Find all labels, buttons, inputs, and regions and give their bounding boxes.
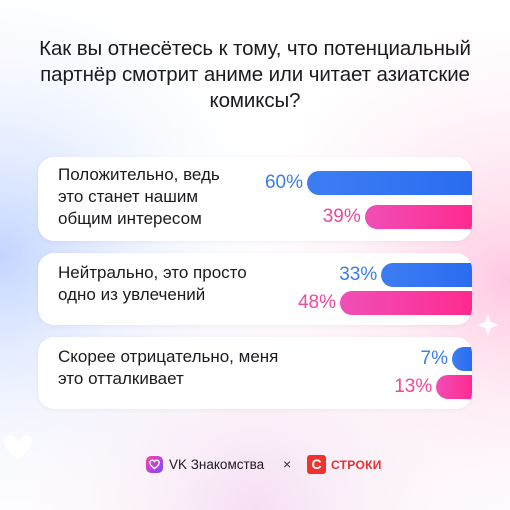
bar-series1-neutral — [381, 263, 472, 287]
stroki-logo-letter: С — [311, 456, 322, 472]
data-label-series2-positive: 39% — [322, 206, 361, 227]
answer-card-positive: Положительно, ведь это станет нашим общи… — [38, 157, 472, 241]
sparkle-icon — [477, 314, 499, 336]
separator: × — [283, 456, 292, 472]
answer-card-neutral: Нейтрально, это просто одно из увлечений… — [38, 253, 472, 325]
data-label-series2-neutral: 48% — [297, 292, 336, 313]
data-label-series2-negative: 13% — [394, 376, 433, 397]
category-label: Нейтрально, это просто одно из увлечений — [58, 263, 247, 304]
category-label: Положительно, ведь это станет нашим общи… — [58, 165, 220, 228]
stroki-logo: С — [307, 455, 326, 474]
partner-name: СТРОКИ — [331, 458, 382, 472]
chart-title: Как вы отнесётесь к тому, что потенциаль… — [39, 37, 471, 112]
data-label-series1-positive: 60% — [264, 172, 303, 193]
bar-series1-negative — [452, 347, 472, 371]
bar-series1-positive — [307, 171, 472, 195]
data-label-series1-negative: 7% — [420, 348, 448, 369]
bar-series2-positive — [364, 205, 472, 229]
footer: VK Знакомства × С СТРОКИ — [0, 452, 510, 476]
data-label-series1-neutral: 33% — [339, 264, 378, 285]
answer-card-negative: Скорее отрицательно, меня это отталкивае… — [38, 337, 472, 409]
category-label: Скорее отрицательно, меня это отталкивае… — [58, 347, 279, 388]
heart-icon — [149, 459, 160, 470]
brand-name: VK Знакомства — [169, 457, 265, 472]
vk-logo — [146, 456, 163, 473]
bar-series2-negative — [436, 375, 472, 399]
bar-series2-neutral — [340, 291, 472, 315]
broken-heart-icon — [3, 435, 33, 460]
